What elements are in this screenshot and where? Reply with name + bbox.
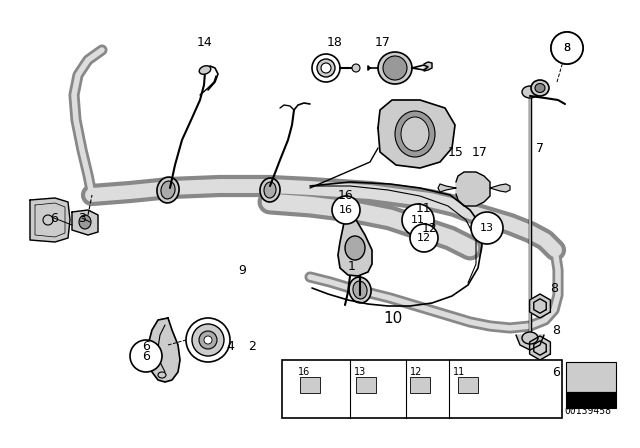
- Polygon shape: [438, 184, 456, 192]
- Polygon shape: [530, 294, 550, 318]
- Ellipse shape: [522, 86, 538, 98]
- Ellipse shape: [186, 318, 230, 362]
- Ellipse shape: [317, 59, 335, 77]
- Text: 12: 12: [417, 233, 431, 243]
- Ellipse shape: [349, 277, 371, 303]
- Circle shape: [43, 215, 53, 225]
- Ellipse shape: [321, 63, 331, 73]
- Bar: [566, 362, 616, 392]
- Circle shape: [551, 32, 583, 64]
- Ellipse shape: [378, 52, 412, 84]
- Text: 8: 8: [550, 281, 558, 294]
- Text: 2: 2: [248, 340, 256, 353]
- Text: 1: 1: [348, 259, 356, 272]
- Ellipse shape: [522, 332, 538, 344]
- Text: 17: 17: [472, 146, 488, 159]
- Text: 9: 9: [238, 263, 246, 276]
- Text: 15: 15: [448, 146, 464, 159]
- Ellipse shape: [161, 181, 175, 199]
- Text: 6: 6: [142, 340, 150, 353]
- Polygon shape: [456, 172, 490, 206]
- Ellipse shape: [192, 324, 224, 356]
- Text: 12: 12: [410, 367, 422, 377]
- Bar: [566, 392, 616, 408]
- Ellipse shape: [264, 182, 276, 198]
- Circle shape: [352, 64, 360, 72]
- Ellipse shape: [401, 117, 429, 151]
- Ellipse shape: [157, 177, 179, 203]
- Circle shape: [402, 204, 434, 236]
- Text: 16: 16: [338, 189, 354, 202]
- Text: 00139458: 00139458: [564, 406, 611, 416]
- Ellipse shape: [79, 215, 91, 229]
- Text: 11: 11: [416, 202, 432, 215]
- Bar: [410, 377, 430, 393]
- Text: 8: 8: [552, 323, 560, 336]
- Bar: [356, 377, 376, 393]
- Text: 13: 13: [480, 223, 494, 233]
- Text: 3: 3: [78, 211, 86, 224]
- Text: 18: 18: [327, 35, 343, 48]
- Text: 11: 11: [453, 367, 465, 377]
- Text: 7: 7: [536, 142, 544, 155]
- Text: 4: 4: [226, 340, 234, 353]
- Circle shape: [332, 196, 360, 224]
- Circle shape: [130, 340, 162, 372]
- Circle shape: [471, 212, 503, 244]
- Polygon shape: [72, 210, 98, 235]
- Polygon shape: [424, 62, 432, 71]
- Polygon shape: [530, 336, 550, 360]
- Text: 17: 17: [375, 35, 391, 48]
- Text: 14: 14: [197, 35, 213, 48]
- Text: 8: 8: [563, 43, 571, 53]
- Text: 6: 6: [142, 349, 150, 362]
- Bar: [458, 377, 478, 393]
- Ellipse shape: [199, 331, 217, 349]
- Text: 11: 11: [411, 215, 425, 225]
- Ellipse shape: [531, 80, 549, 96]
- Ellipse shape: [535, 83, 545, 92]
- Text: 13: 13: [354, 367, 366, 377]
- Circle shape: [410, 224, 438, 252]
- Ellipse shape: [199, 66, 211, 74]
- Polygon shape: [378, 100, 455, 168]
- Bar: [300, 377, 320, 393]
- Polygon shape: [516, 335, 544, 350]
- Polygon shape: [148, 318, 180, 382]
- Polygon shape: [530, 378, 550, 402]
- Ellipse shape: [158, 372, 166, 378]
- Polygon shape: [490, 184, 510, 192]
- Circle shape: [551, 32, 583, 64]
- Ellipse shape: [345, 236, 365, 260]
- Bar: [282, 360, 562, 418]
- Ellipse shape: [395, 111, 435, 157]
- Text: 16: 16: [298, 367, 310, 377]
- Polygon shape: [30, 198, 70, 242]
- Ellipse shape: [204, 336, 212, 344]
- Ellipse shape: [312, 54, 340, 82]
- Ellipse shape: [353, 281, 367, 299]
- Text: 6: 6: [552, 366, 560, 379]
- Text: 6: 6: [50, 211, 58, 224]
- Ellipse shape: [383, 56, 407, 80]
- Text: 10: 10: [383, 310, 403, 326]
- Text: 12: 12: [422, 221, 438, 234]
- Ellipse shape: [260, 178, 280, 202]
- Polygon shape: [338, 218, 372, 276]
- Text: 16: 16: [339, 205, 353, 215]
- Text: 8: 8: [563, 43, 571, 53]
